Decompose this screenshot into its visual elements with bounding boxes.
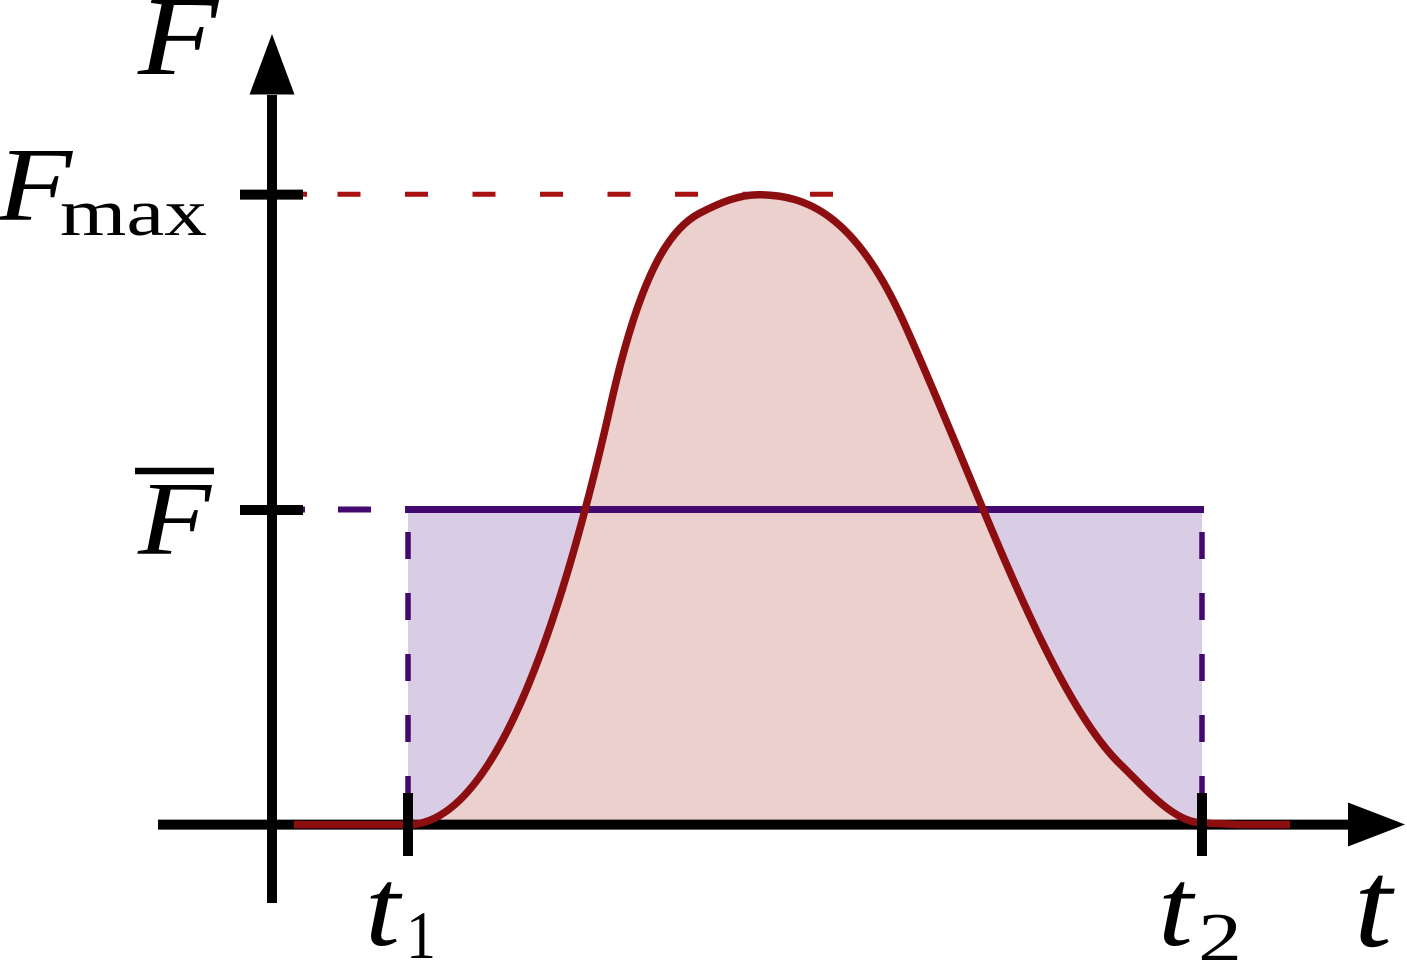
svg-text:max: max bbox=[60, 176, 207, 250]
svg-text:F: F bbox=[137, 0, 219, 99]
svg-text:F: F bbox=[137, 460, 213, 577]
svg-text:t: t bbox=[365, 847, 404, 960]
svg-text:1: 1 bbox=[406, 897, 436, 960]
svg-text:t: t bbox=[1354, 836, 1396, 960]
svg-text:t: t bbox=[1158, 847, 1197, 960]
svg-text:F: F bbox=[0, 126, 74, 243]
svg-text:2: 2 bbox=[1198, 900, 1242, 960]
